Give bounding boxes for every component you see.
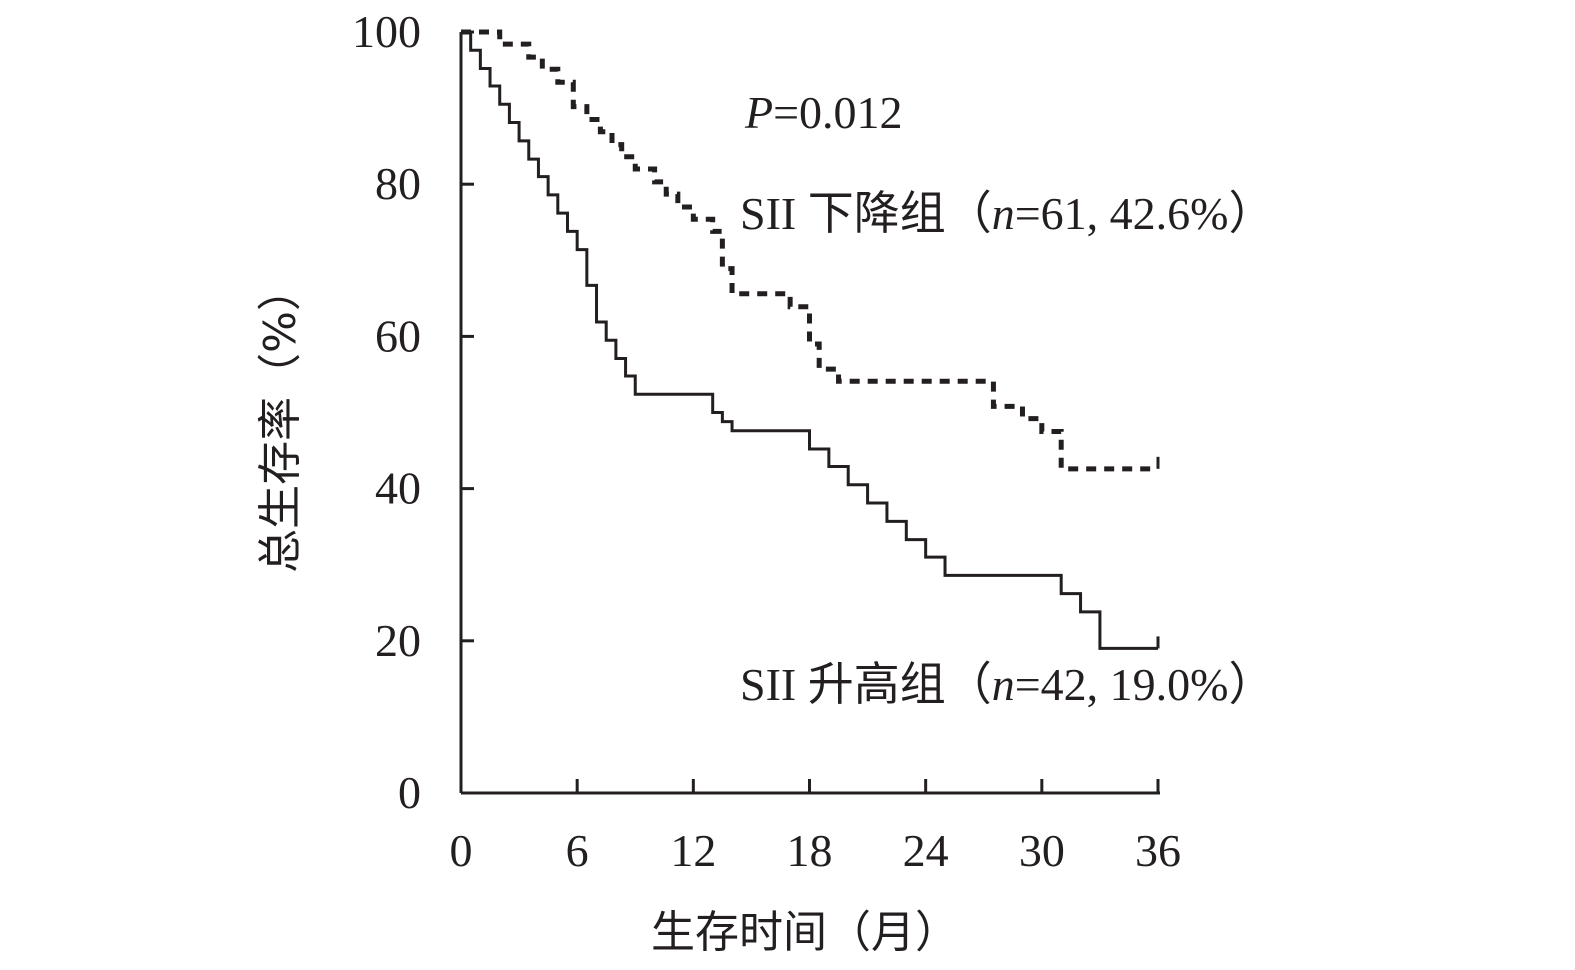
series-label-decreased-n: n [992, 188, 1015, 239]
x-tick-label: 24 [903, 825, 949, 876]
x-tick-label: 36 [1135, 825, 1181, 876]
survival-curve-sii-increased [461, 30, 1158, 650]
p-symbol: P [744, 87, 773, 138]
x-axis-title: 生存时间（月） [651, 907, 959, 958]
series-label-increased: SII 升高组（n=42, 19.0%） [740, 659, 1275, 710]
y-tick-label: 100 [352, 6, 421, 57]
y-tick-label: 60 [375, 310, 421, 361]
x-tick-label: 30 [1019, 825, 1065, 876]
x-tick-label: 12 [670, 825, 716, 876]
y-axis-ticks: 0 20 40 60 80 100 [352, 6, 474, 818]
y-tick-label: 0 [398, 767, 421, 818]
x-tick-label: 6 [566, 825, 589, 876]
survival-curves [461, 29, 1160, 650]
p-value-annotation: P=0.012 [744, 87, 903, 138]
x-axis-ticks: 0 6 12 18 24 30 36 [450, 779, 1181, 876]
survival-curve-sii-decreased [461, 29, 1158, 472]
x-tick-label: 18 [787, 825, 833, 876]
series-label-decreased-rest: =61, 42.6%） [1015, 188, 1275, 239]
series-label-decreased: SII 下降组（n=61, 42.6%） [740, 188, 1275, 239]
y-tick-label: 40 [375, 463, 421, 514]
series-label-increased-prefix: SII 升高组（ [740, 659, 992, 710]
y-axis-title: 总生存率（%） [255, 267, 306, 573]
series-label-increased-n: n [992, 659, 1015, 710]
p-value-text: =0.012 [773, 87, 902, 138]
series-label-decreased-prefix: SII 下降组（ [740, 188, 992, 239]
y-tick-label: 80 [375, 158, 421, 209]
y-tick-label: 20 [375, 615, 421, 666]
series-label-increased-rest: =42, 19.0%） [1015, 659, 1275, 710]
x-tick-label: 0 [450, 825, 473, 876]
